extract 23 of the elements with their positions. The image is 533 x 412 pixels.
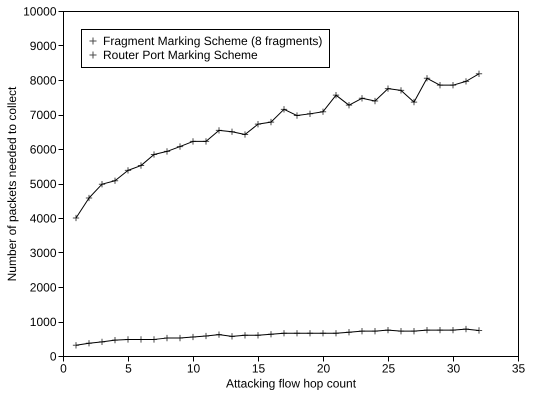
y-tick-label: 10000 [23,4,57,18]
x-axis-title: Attacking flow hop count [226,376,357,390]
legend-label: Fragment Marking Scheme (8 fragments) [103,34,322,48]
y-tick-label: 0 [50,350,57,364]
x-tick-label: 25 [382,362,396,376]
x-tick-label: 0 [60,362,68,376]
x-tick-label: 10 [186,362,200,376]
x-tick-label: 35 [512,362,526,376]
legend-label: Router Port Marking Scheme [103,48,258,62]
y-tick-label: 2000 [30,280,57,294]
y-tick-label: 8000 [30,74,57,88]
y-tick-label: 4000 [30,212,57,226]
y-tick-label: 6000 [30,142,57,156]
y-tick-label: 9000 [30,39,57,53]
x-tick-label: 5 [125,362,132,376]
x-tick-label: 15 [252,362,266,376]
y-axis-title: Number of packets needed to collect [5,86,20,282]
y-tick-label: 1000 [30,315,57,329]
y-tick-label: 5000 [30,177,57,191]
x-tick-label: 20 [316,362,330,376]
y-tick-label: 7000 [30,108,57,122]
x-tick-label: 30 [446,362,460,376]
y-tick-label: 3000 [30,246,57,260]
